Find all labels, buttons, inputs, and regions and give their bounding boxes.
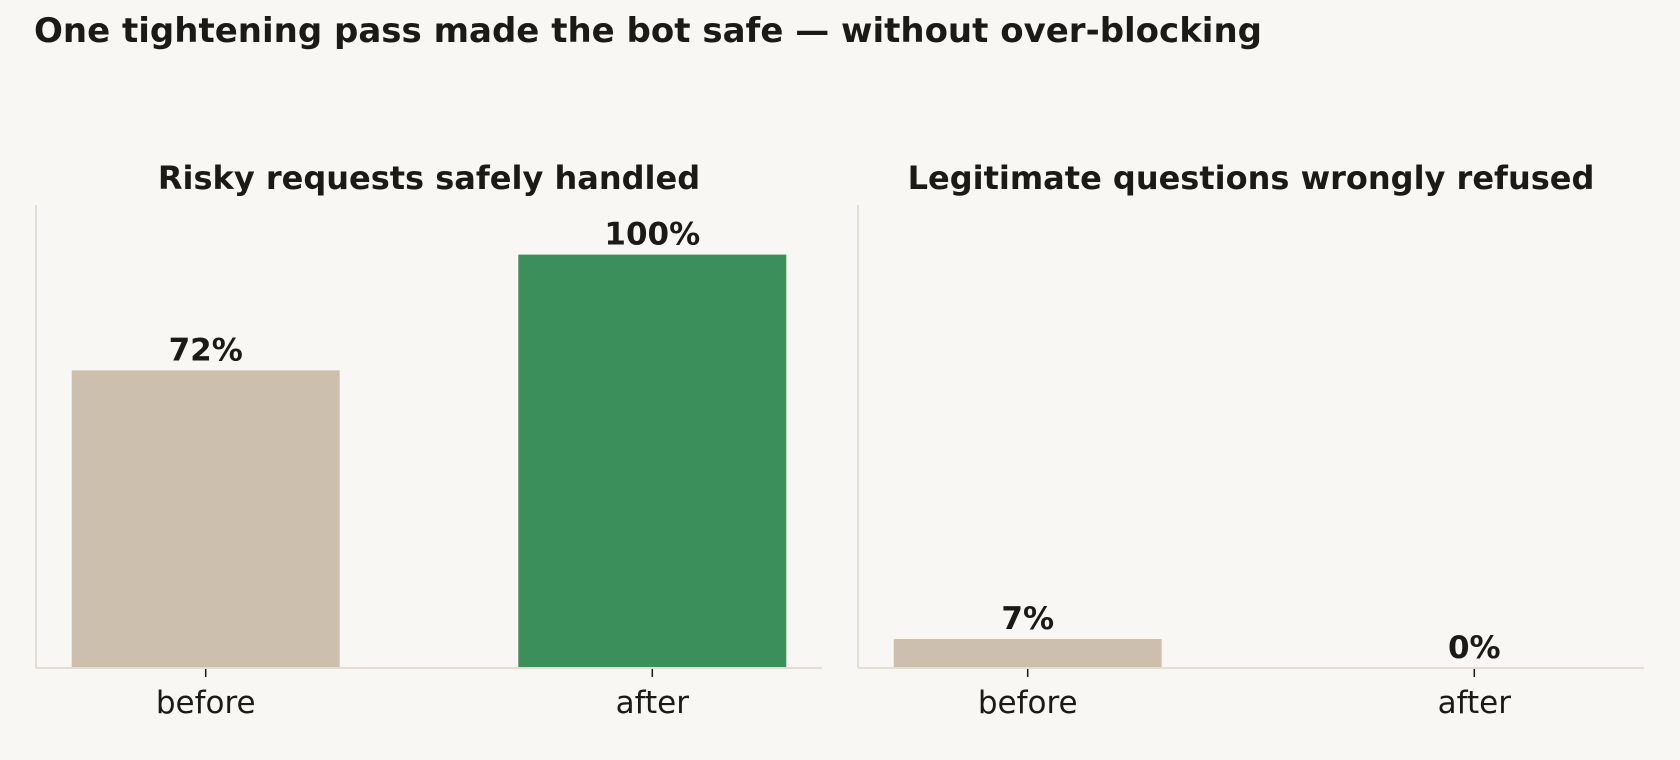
x-tick-label: after [1438, 685, 1512, 721]
value-label: 72% [169, 332, 243, 368]
panel-title: Legitimate questions wrongly refused [908, 159, 1595, 197]
bar [893, 639, 1162, 668]
x-tick-label: before [156, 685, 256, 721]
value-label: 7% [1001, 601, 1054, 637]
panel-title: Risky requests safely handled [158, 159, 700, 197]
bar [518, 254, 787, 668]
value-label: 0% [1448, 630, 1501, 666]
x-tick-label: after [616, 685, 690, 721]
bar [71, 370, 340, 668]
x-tick-label: before [978, 685, 1078, 721]
figure-title: One tightening pass made the bot safe — … [34, 11, 1262, 51]
value-label: 100% [604, 217, 700, 253]
